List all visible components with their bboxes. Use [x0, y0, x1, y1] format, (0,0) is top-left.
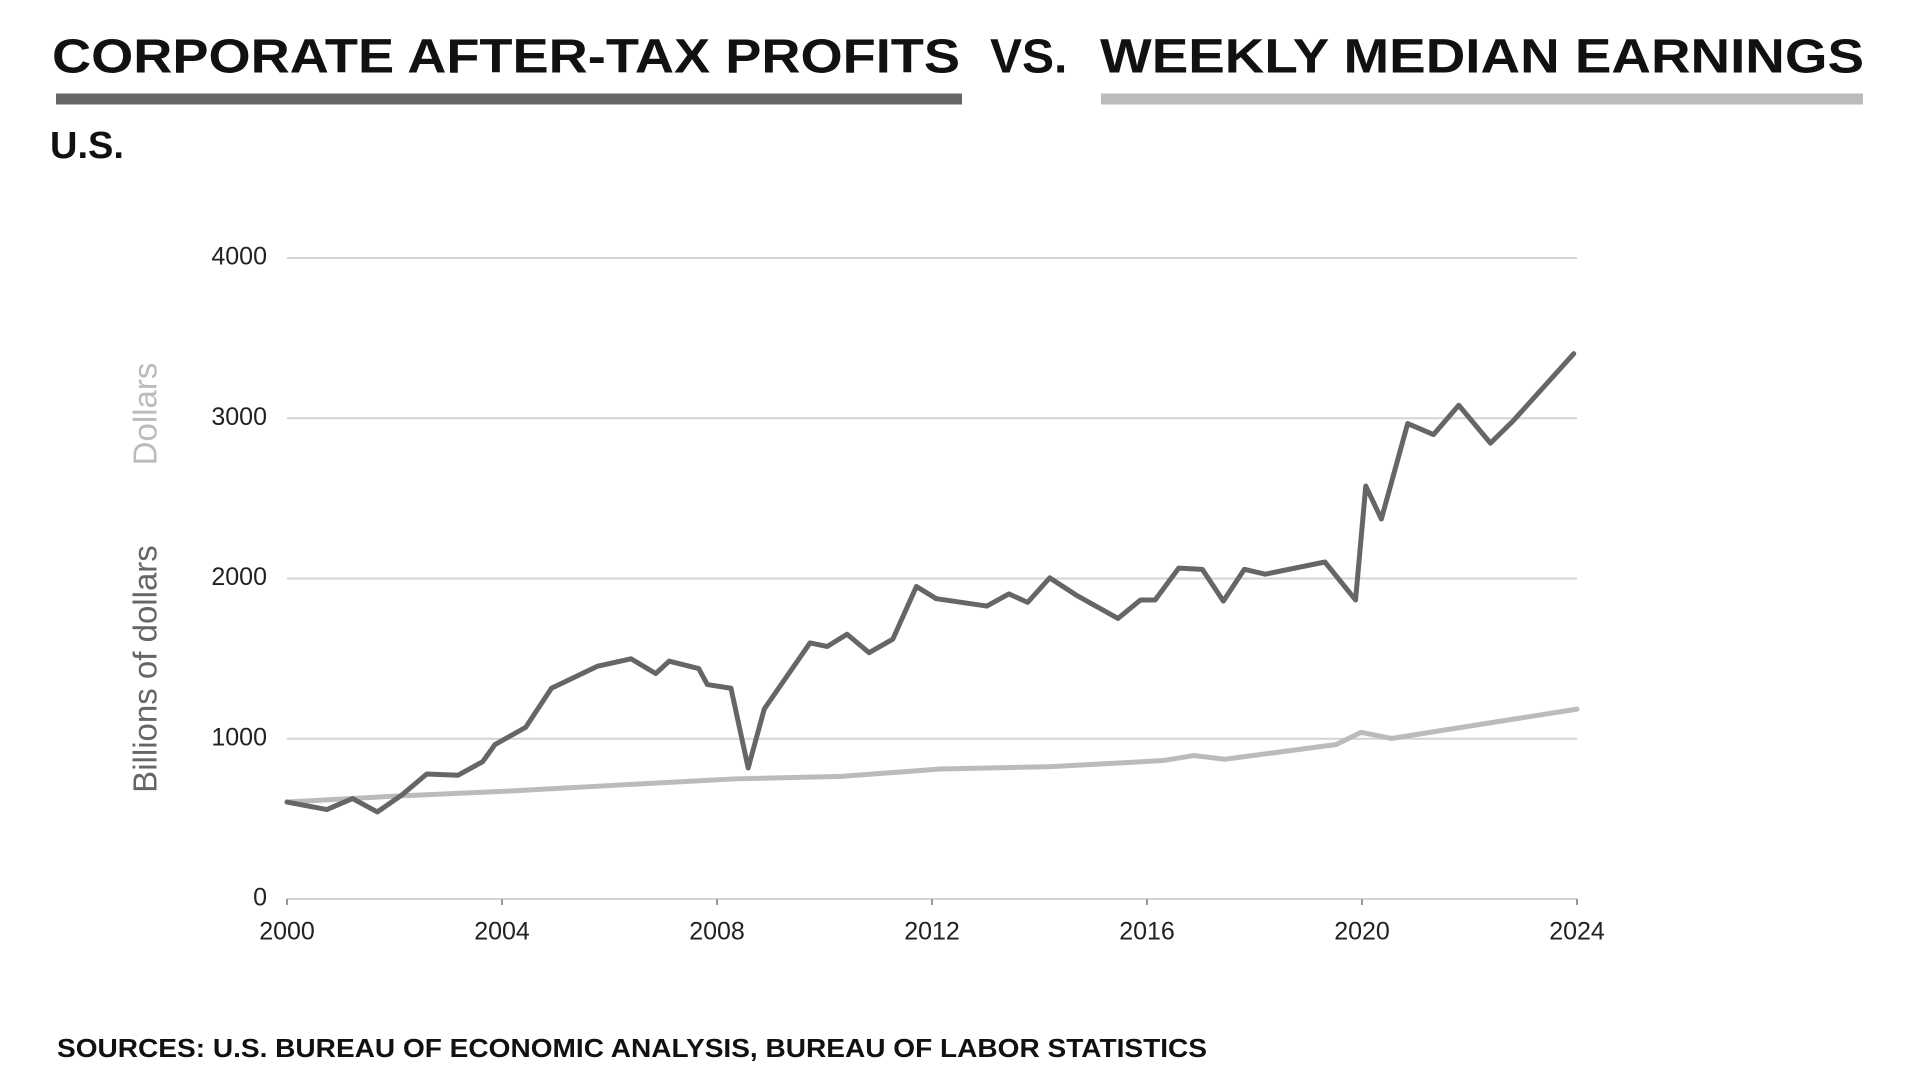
- subtitle: U.S.: [50, 125, 124, 167]
- y-axis-label: Billions of dollars: [127, 545, 164, 793]
- source: SOURCES: U.S. BUREAU OF ECONOMIC ANALYSI…: [57, 1033, 1207, 1063]
- x-tick-label: 2008: [689, 918, 745, 946]
- title-separator: VS.: [990, 31, 1067, 84]
- series-line: [284, 351, 1577, 815]
- y-tick-label: 2000: [211, 563, 267, 591]
- title-part: WEEKLY MEDIAN EARNINGS: [1100, 31, 1864, 84]
- title-part: CORPORATE AFTER-TAX PROFITS: [52, 31, 960, 84]
- x-tick-label: 2012: [904, 918, 960, 946]
- series-line: [284, 706, 1580, 805]
- x-tick-label: 2004: [474, 918, 530, 946]
- y2-axis-label: Dollars: [127, 363, 164, 466]
- y-tick-label: 3000: [211, 403, 267, 431]
- y-tick-label: 4000: [211, 243, 267, 271]
- x-tick-label: 2020: [1334, 918, 1390, 946]
- x-tick-label: 2000: [259, 918, 315, 946]
- y-tick-label: 0: [253, 884, 267, 912]
- y-tick-label: 1000: [211, 723, 267, 751]
- x-tick-label: 2024: [1549, 918, 1605, 946]
- x-tick-label: 2016: [1119, 918, 1175, 946]
